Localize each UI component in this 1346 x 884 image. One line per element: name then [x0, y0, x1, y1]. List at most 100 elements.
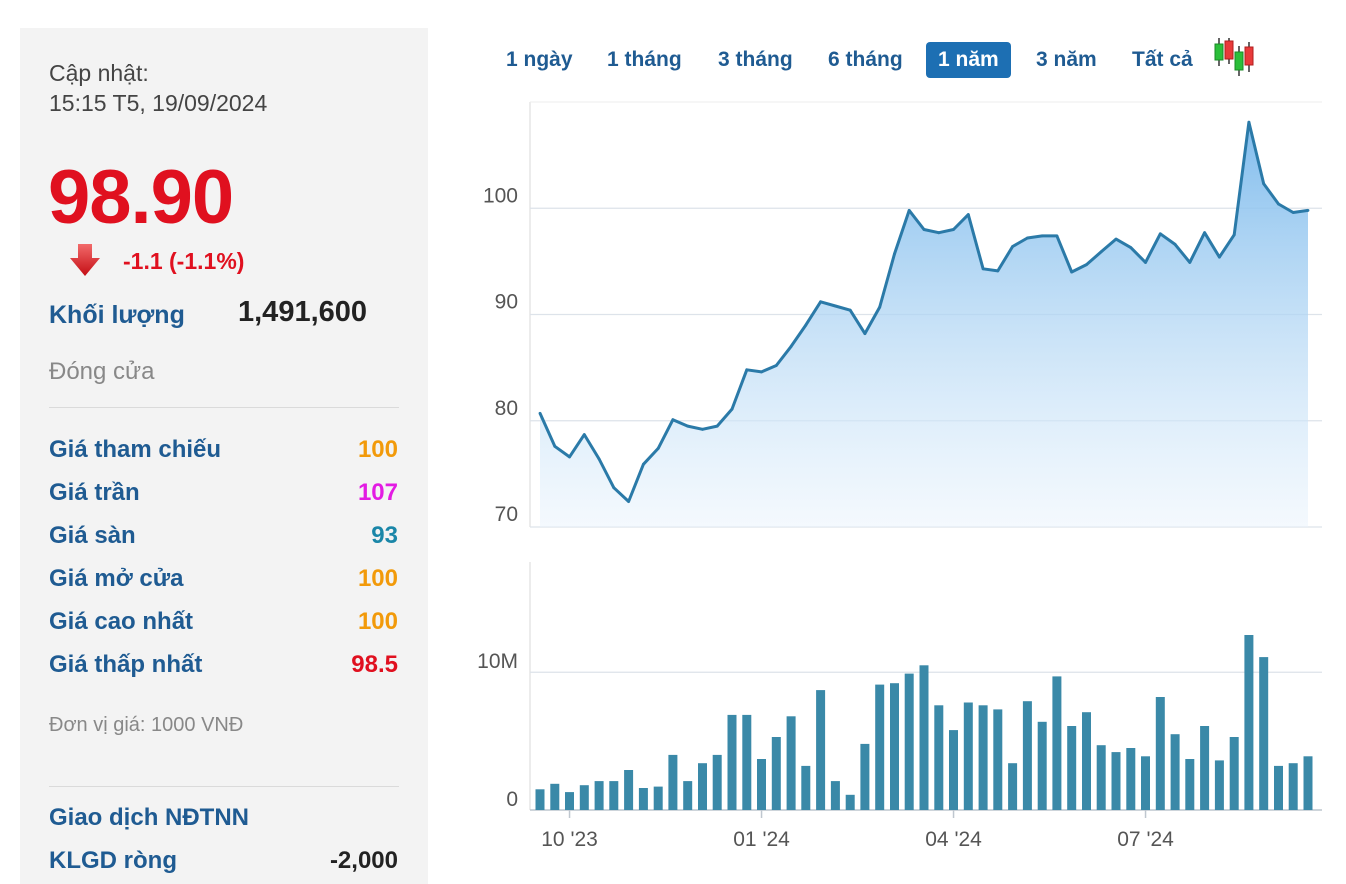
volume-bar — [1067, 726, 1077, 810]
price-point — [1055, 234, 1059, 238]
price-point — [878, 305, 882, 309]
price-point — [1218, 255, 1221, 259]
low-price-label: Giá thấp nhất — [49, 651, 203, 678]
volume-bar — [934, 705, 944, 810]
floor-price-label: Giá sàn — [49, 522, 136, 549]
volume-bar — [919, 665, 929, 810]
price-point — [952, 228, 955, 231]
price-point — [597, 457, 601, 461]
floor-price-value: 93 — [371, 522, 398, 549]
volume-bar — [1185, 759, 1195, 810]
volume-bar — [978, 705, 988, 810]
price-point — [760, 370, 763, 374]
volume-bar — [1008, 763, 1018, 810]
tab-1-day[interactable]: 1 ngày — [506, 48, 573, 71]
volume-bar — [594, 781, 604, 810]
ceiling-price-value: 107 — [357, 479, 398, 506]
volume-chart: 0 10M 10 '23 01 '24 04 '24 07 '24 — [477, 562, 1322, 851]
open-price-value: 100 — [357, 565, 398, 592]
volume-bar — [845, 794, 855, 810]
volume-bar — [1022, 701, 1032, 810]
volume-bar — [904, 673, 914, 810]
price-point — [612, 486, 616, 490]
price-point — [701, 427, 704, 431]
charts-area: 70 80 90 100 0 10M 10 '23 01 '24 04 '24 07 '24 — [477, 101, 1322, 851]
price-point — [715, 424, 719, 428]
volume-bar — [1303, 756, 1313, 810]
tab-all[interactable]: Tất cả — [1132, 48, 1193, 71]
volume-bar — [712, 754, 722, 810]
tab-3-months[interactable]: 3 tháng — [718, 48, 793, 71]
tab-1-year[interactable]: 1 năm — [926, 42, 1011, 78]
price-change: -1.1 (-1.1%) — [123, 248, 245, 274]
current-price: 98.90 — [48, 155, 234, 240]
volume-bar — [1244, 635, 1254, 810]
price-point — [553, 444, 557, 448]
update-time: 15:15 T5, 19/09/2024 — [49, 90, 268, 116]
net-volume-label: KLGD ròng — [49, 847, 177, 874]
volume-bar — [993, 709, 1003, 810]
volume-bar — [1200, 726, 1210, 810]
price-point — [789, 345, 793, 348]
volume-bar — [1155, 697, 1165, 810]
price-point — [937, 231, 941, 235]
price-y-tick-label: 90 — [495, 291, 518, 314]
price-point — [582, 433, 586, 436]
volume-bar — [786, 716, 796, 810]
price-point — [671, 418, 675, 422]
volume-bar — [757, 759, 766, 810]
volume-bar — [1052, 676, 1062, 810]
price-point — [774, 364, 778, 367]
volume-bar — [1096, 745, 1106, 810]
volume-value: 1,491,600 — [238, 296, 368, 328]
price-point — [1099, 250, 1103, 254]
price-point — [819, 300, 822, 304]
volume-bar — [653, 786, 663, 810]
price-point — [627, 500, 630, 503]
price-unit-note: Đơn vị giá: 1000 VNĐ — [49, 714, 244, 736]
price-point — [1114, 237, 1118, 241]
price-point — [1306, 209, 1310, 212]
high-price-value: 100 — [357, 608, 398, 635]
foreign-trade-title: Giao dịch NĐTNN — [49, 804, 250, 831]
price-point — [1011, 245, 1014, 248]
ceiling-price-label: Giá trần — [49, 479, 140, 506]
quote-panel: Cập nhật: 15:15 T5, 19/09/2024 98.90 -1.… — [20, 28, 428, 884]
divider — [49, 407, 399, 408]
price-point — [568, 455, 571, 459]
net-volume-value: -2,000 — [329, 847, 398, 874]
price-y-tick-label: 80 — [495, 397, 518, 420]
tab-3-years[interactable]: 3 năm — [1036, 48, 1097, 71]
volume-bar — [875, 684, 885, 810]
volume-bar — [609, 781, 619, 810]
price-point — [642, 462, 645, 466]
volume-bar — [801, 765, 811, 810]
volume-bar — [698, 763, 707, 810]
volume-bar — [1214, 760, 1224, 810]
volume-y-tick-label: 0 — [506, 788, 518, 811]
volume-bar — [816, 690, 826, 810]
price-point — [893, 252, 896, 256]
price-point — [804, 323, 808, 327]
candlestick-icon[interactable] — [1212, 36, 1256, 78]
ref-price-value: 100 — [357, 436, 398, 463]
price-point — [1085, 263, 1088, 266]
price-point — [1232, 233, 1236, 237]
volume-bar — [890, 683, 899, 810]
tab-6-months[interactable]: 6 tháng — [828, 48, 903, 71]
high-price-label: Giá cao nhất — [49, 608, 194, 635]
volume-bar — [1126, 748, 1136, 810]
volume-bar — [1082, 712, 1091, 810]
low-price-value: 98.5 — [351, 651, 398, 678]
price-point — [1026, 236, 1029, 240]
volume-bar — [1229, 737, 1239, 810]
price-point — [1291, 211, 1295, 214]
volume-bar — [1111, 752, 1121, 810]
volume-bar — [963, 702, 973, 810]
price-y-tick-label: 100 — [483, 184, 518, 207]
volume-bar — [949, 730, 958, 810]
volume-bar — [1037, 721, 1047, 810]
price-point — [1277, 202, 1280, 206]
tab-1-month[interactable]: 1 tháng — [607, 48, 682, 71]
volume-bar — [565, 792, 574, 810]
